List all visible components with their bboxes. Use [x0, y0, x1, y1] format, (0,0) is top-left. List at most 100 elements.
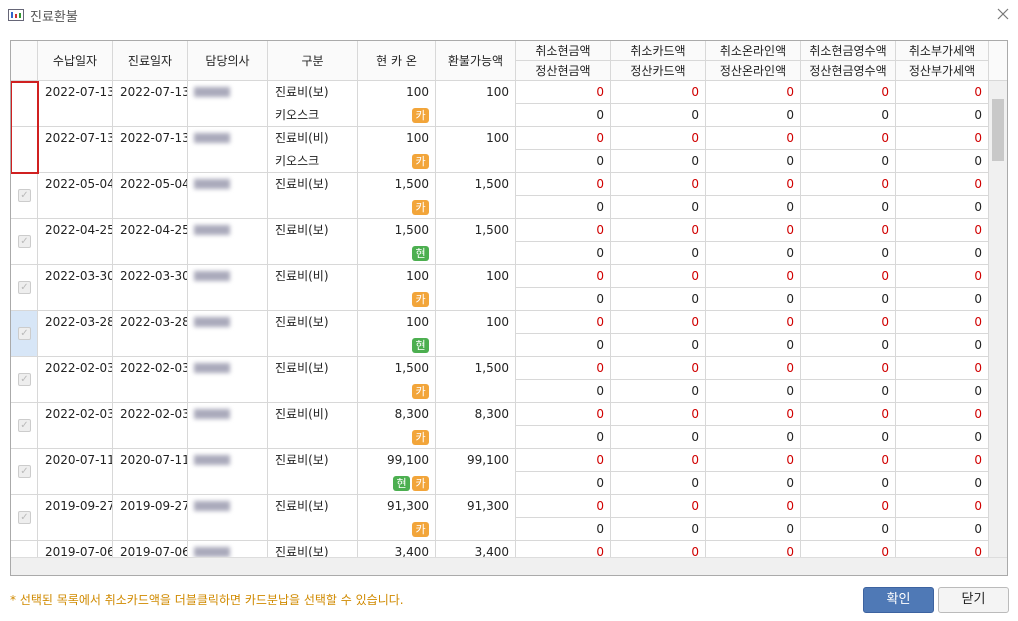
- cancel-amount: 0: [801, 173, 896, 196]
- settle-amount: 0: [801, 288, 896, 311]
- checkbox[interactable]: ✓: [18, 373, 31, 386]
- settle-amount: 0: [801, 518, 896, 541]
- cancel-amount: 0: [611, 173, 706, 196]
- close-button[interactable]: [997, 8, 1009, 20]
- amount: 91,300: [387, 499, 429, 513]
- visit-date: 2022-05-04: [113, 173, 188, 219]
- refundable: 8,300: [436, 403, 516, 449]
- settle-amount: 0: [706, 518, 801, 541]
- amount-cell: 91,300 카: [358, 495, 436, 541]
- amount-cell: 100 카: [358, 81, 436, 127]
- doctor: [188, 173, 268, 219]
- payment-badge: 카: [412, 154, 429, 169]
- cancel-amount: 0: [801, 357, 896, 380]
- blurred-name: [194, 501, 230, 511]
- checkbox[interactable]: ✓: [18, 281, 31, 294]
- cancel-amount: 0: [896, 541, 989, 557]
- settle-amount: 0: [611, 334, 706, 357]
- visit-date: 2022-07-13: [113, 127, 188, 173]
- visit-date: 2022-04-25: [113, 219, 188, 265]
- cancel-amount: 0: [706, 495, 801, 518]
- checkbox[interactable]: ✓: [18, 511, 31, 524]
- checkbox[interactable]: ✓: [18, 235, 31, 248]
- category: 진료비(보): [268, 311, 358, 357]
- confirm-button[interactable]: 확인: [863, 587, 934, 613]
- checkbox[interactable]: ✓: [18, 419, 31, 432]
- close-dialog-button[interactable]: 닫기: [938, 587, 1009, 613]
- column-header: 취소현금영수액: [801, 41, 896, 61]
- paid-date: 2022-03-30: [38, 265, 113, 311]
- refundable: 1,500: [436, 173, 516, 219]
- checkbox-cell: ✓: [11, 311, 38, 357]
- cancel-amount: 0: [516, 219, 611, 242]
- blurred-name: [194, 271, 230, 281]
- amount-cell: 8,300 카: [358, 403, 436, 449]
- settle-amount: 0: [611, 150, 706, 173]
- blurred-name: [194, 455, 230, 465]
- category-line: 키오스크: [275, 108, 320, 122]
- paid-date: 2022-05-04: [38, 173, 113, 219]
- payment-badge: 카: [412, 108, 429, 123]
- checkbox[interactable]: ✓: [18, 189, 31, 202]
- horizontal-scrollbar[interactable]: [11, 557, 1007, 575]
- cancel-amount: 0: [516, 311, 611, 334]
- paid-date: 2022-02-03: [38, 403, 113, 449]
- payment-badge: 카: [412, 384, 429, 399]
- cancel-amount: 0: [896, 311, 989, 334]
- category-line: 진료비(보): [275, 315, 329, 329]
- amount: 1,500: [394, 361, 429, 375]
- category-line: 진료비(보): [275, 545, 329, 557]
- settle-amount: 0: [706, 242, 801, 265]
- cancel-amount: 0: [706, 541, 801, 557]
- refundable: 1,500: [436, 219, 516, 265]
- checkbox[interactable]: ✓: [18, 327, 31, 340]
- vertical-scrollbar[interactable]: [989, 81, 1007, 557]
- refundable: 99,100: [436, 449, 516, 495]
- payment-badge: 카: [412, 522, 429, 537]
- payment-badge: 카: [412, 200, 429, 215]
- settle-amount: 0: [516, 196, 611, 219]
- settle-amount: 0: [516, 104, 611, 127]
- settle-amount: 0: [896, 426, 989, 449]
- cancel-amount: 0: [611, 265, 706, 288]
- settle-amount: 0: [801, 150, 896, 173]
- amount: 100: [406, 315, 429, 329]
- settle-amount: 0: [801, 472, 896, 495]
- cancel-amount: 0: [706, 449, 801, 472]
- settle-amount: 0: [516, 472, 611, 495]
- category-line: 진료비(비): [275, 131, 329, 145]
- cancel-amount: 0: [516, 265, 611, 288]
- category-line: 진료비(보): [275, 361, 329, 375]
- cancel-amount: 0: [801, 541, 896, 557]
- payment-badge: 카: [412, 292, 429, 307]
- checkbox-cell: ✓: [11, 173, 38, 219]
- settle-amount: 0: [706, 380, 801, 403]
- cancel-amount: 0: [706, 357, 801, 380]
- amount: 99,100: [387, 453, 429, 467]
- cancel-amount: 0: [801, 127, 896, 150]
- cancel-amount: 0: [706, 311, 801, 334]
- settle-amount: 0: [706, 426, 801, 449]
- cancel-amount: 0: [896, 265, 989, 288]
- header-cell: [989, 41, 1007, 81]
- paid-date: 2022-07-13: [38, 81, 113, 127]
- paid-date: 2022-04-25: [38, 219, 113, 265]
- badges: 카: [358, 196, 429, 218]
- category-line: 진료비(보): [275, 453, 329, 467]
- cancel-amount: 0: [516, 173, 611, 196]
- amount-cell: 100 현: [358, 311, 436, 357]
- doctor: [188, 403, 268, 449]
- cancel-amount: 0: [516, 403, 611, 426]
- category: 진료비(비): [268, 265, 358, 311]
- cancel-amount: 0: [801, 265, 896, 288]
- settle-amount: 0: [706, 334, 801, 357]
- category: 진료비(보): [268, 173, 358, 219]
- settle-amount: 0: [516, 334, 611, 357]
- checkbox[interactable]: ✓: [18, 465, 31, 478]
- category: 진료비(보): [268, 219, 358, 265]
- settle-amount: 0: [516, 380, 611, 403]
- column-header: 현 카 온: [358, 41, 436, 81]
- amount-cell: 1,500 카: [358, 173, 436, 219]
- cancel-amount: 0: [516, 127, 611, 150]
